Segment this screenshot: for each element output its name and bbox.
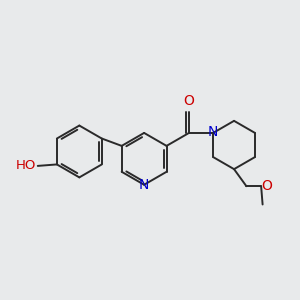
Text: N: N [208, 125, 218, 139]
Text: N: N [139, 178, 149, 192]
Text: O: O [262, 179, 273, 193]
Text: O: O [184, 94, 194, 108]
Text: HO: HO [16, 159, 37, 172]
